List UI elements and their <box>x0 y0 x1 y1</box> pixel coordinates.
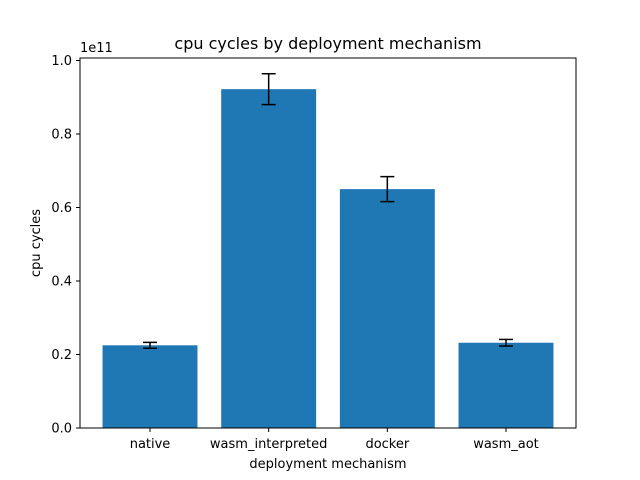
chart-title: cpu cycles by deployment mechanism <box>174 34 481 53</box>
x-tick-label-wasm_aot: wasm_aot <box>473 437 539 452</box>
bar-docker <box>339 189 435 428</box>
y-tick-label: 0.4 <box>51 274 72 289</box>
bars-group <box>102 89 554 428</box>
bar-native <box>102 345 198 428</box>
bar-wasm_interpreted <box>221 89 317 428</box>
y-axis-ticks: 0.0 0.2 0.4 0.6 0.8 1.0 <box>51 54 80 437</box>
y-axis-offset-label: 1e11 <box>80 41 113 56</box>
x-tick-label-wasm_interpreted: wasm_interpreted <box>210 437 327 452</box>
plot-area-frame <box>79 57 577 429</box>
x-axis-ticks: native wasm_interpreted docker wasm_aot <box>130 428 539 452</box>
y-tick-label: 0.6 <box>51 201 72 216</box>
y-tick-label: 0.8 <box>51 127 72 142</box>
y-tick-label: 1.0 <box>51 54 72 69</box>
errorbar-native <box>143 341 158 350</box>
errorbar-wasm_interpreted <box>261 72 276 106</box>
errorbars-group <box>143 72 513 350</box>
errorbar-wasm_aot <box>498 338 513 347</box>
x-tick-label-native: native <box>130 437 171 452</box>
y-tick-label: 0.0 <box>51 422 72 437</box>
y-axis-label: cpu cycles <box>29 209 44 277</box>
errorbar-docker <box>380 175 395 203</box>
bar-wasm_aot <box>458 342 554 428</box>
x-tick-label-docker: docker <box>365 437 409 452</box>
y-tick-label: 0.2 <box>51 348 72 363</box>
x-axis-label: deployment mechanism <box>249 457 406 472</box>
